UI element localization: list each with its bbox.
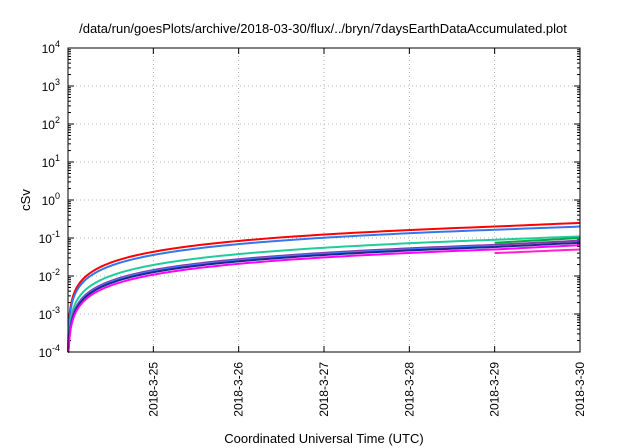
x-axis-label: Coordinated Universal Time (UTC) <box>224 431 423 446</box>
x-tick-label: 2018-3-29 <box>488 362 502 417</box>
y-tick-label: 10-3 <box>39 305 60 322</box>
y-tick-label: 10-2 <box>39 267 60 284</box>
y-tick-label: 103 <box>42 77 60 94</box>
x-tick-label: 2018-3-27 <box>317 362 331 417</box>
series-line <box>67 248 495 353</box>
x-tick-label: 2018-3-28 <box>402 362 416 417</box>
series-line <box>67 225 495 353</box>
y-axis-label-group: cSv <box>18 189 33 211</box>
y-tick-label: 10-1 <box>39 229 60 246</box>
y-tick-label: 10-4 <box>39 343 60 360</box>
series-line <box>494 235 581 241</box>
x-tick-label: 2018-3-25 <box>146 362 160 417</box>
series-line <box>494 248 581 255</box>
y-axis-label: cSv <box>18 189 33 211</box>
series-line <box>494 225 581 231</box>
chart-title: /data/run/goesPlots/archive/2018-03-30/f… <box>79 21 567 36</box>
series-line <box>67 245 495 353</box>
series-group <box>67 221 581 353</box>
series-line <box>494 221 581 228</box>
series-line <box>494 244 581 251</box>
y-tick-label: 104 <box>42 39 60 56</box>
x-tick-label: 2018-3-26 <box>232 362 246 417</box>
y-tick-label: 102 <box>42 115 60 132</box>
series-line <box>67 228 495 353</box>
y-tick-label: 100 <box>42 191 60 208</box>
series-line <box>494 241 581 248</box>
y-tick-label: 101 <box>42 153 60 170</box>
x-tick-label: 2018-3-30 <box>573 362 587 417</box>
plot-frame <box>67 47 581 353</box>
series-line <box>67 238 495 353</box>
series-line <box>67 244 495 353</box>
series-line <box>494 237 581 244</box>
axis-ticks: 10-4 10-3 10-2 10-1 100 101 102 103 104 2018-3-25… <box>39 39 587 417</box>
series-line <box>494 239 581 246</box>
grid <box>68 48 580 352</box>
